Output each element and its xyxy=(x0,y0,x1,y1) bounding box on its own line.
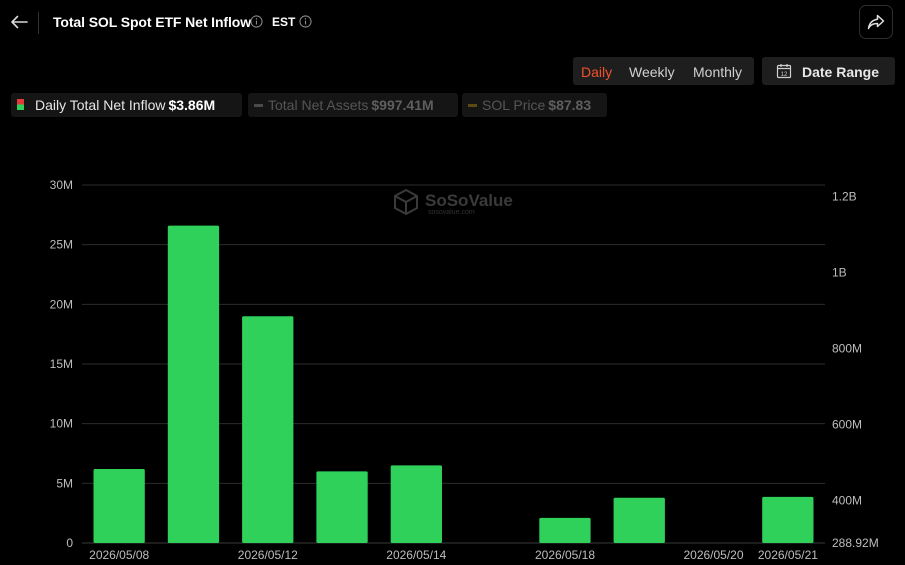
y2-tick-label: 1.2B xyxy=(832,189,857,203)
calendar-icon: 12 xyxy=(776,64,792,79)
bar-2026/05/11 xyxy=(167,225,220,543)
arrow-left-icon xyxy=(11,15,28,29)
timezone-info-icon[interactable] xyxy=(299,15,312,28)
legend-label: Daily Total Net Inflow xyxy=(35,97,166,113)
watermark-name: SoSoValue xyxy=(425,191,513,210)
svg-text:12: 12 xyxy=(781,72,788,78)
date-range-label: Date Range xyxy=(802,64,880,80)
info-icon[interactable] xyxy=(250,15,263,28)
x-tick-label: 2026/05/20 xyxy=(683,548,743,562)
x-tick-label: 2026/05/21 xyxy=(758,548,818,562)
y-tick-label: 15M xyxy=(50,357,73,371)
bar-2026/05/18 xyxy=(539,517,591,543)
y-tick-label: 10M xyxy=(50,417,73,431)
y2-tick-label: 600M xyxy=(832,418,862,432)
y-tick-label: 0 xyxy=(66,536,73,550)
share-icon xyxy=(867,14,885,30)
bar-2026/05/08 xyxy=(93,469,145,543)
timezone-label: EST xyxy=(272,15,296,29)
period-daily[interactable]: Daily xyxy=(581,64,613,80)
legend-marker xyxy=(254,104,263,107)
x-tick-label: 2026/05/08 xyxy=(89,548,149,562)
legend-value: $87.83 xyxy=(548,97,592,113)
y-tick-label: 20M xyxy=(50,297,73,311)
bar-2026/05/12 xyxy=(242,316,294,543)
y-tick-label: 30M xyxy=(50,178,73,192)
watermark-sub: sosovalue.com xyxy=(428,209,475,216)
header: Total SOL Spot ETF Net Inflow EST xyxy=(0,0,905,46)
legend-daily-net-inflow[interactable]: Daily Total Net Inflow $3.86M xyxy=(11,93,242,117)
y2-tick-label: 1B xyxy=(832,265,847,279)
bar-2026/05/19 xyxy=(613,497,665,543)
x-tick-label: 2026/05/18 xyxy=(535,548,595,562)
y-tick-label: 25M xyxy=(50,238,73,252)
period-monthly[interactable]: Monthly xyxy=(693,64,743,80)
bar-2026/05/14 xyxy=(390,465,442,543)
y2-tick-label: 400M xyxy=(832,494,862,508)
bar-2026/05/13 xyxy=(316,471,368,543)
share-button[interactable] xyxy=(859,5,893,39)
legend-label: Total Net Assets xyxy=(268,97,369,113)
legend-total-net-assets[interactable]: Total Net Assets $997.41M xyxy=(248,93,458,117)
x-tick-label: 2026/05/14 xyxy=(386,548,446,562)
legend-label: SOL Price xyxy=(482,97,546,113)
date-range-button[interactable]: 12 Date Range xyxy=(762,57,895,85)
back-button[interactable] xyxy=(9,10,29,34)
x-tick-label: 2026/05/12 xyxy=(238,548,298,562)
y-tick-label: 5M xyxy=(56,476,73,490)
period-selector: Daily Weekly Monthly xyxy=(573,57,754,85)
y2-tick-label: 288.92M xyxy=(832,536,879,550)
legend-marker xyxy=(17,99,24,110)
legend-marker xyxy=(468,104,477,107)
divider xyxy=(38,12,39,34)
legend-value: $3.86M xyxy=(168,97,216,113)
bar-2026/05/21 xyxy=(762,496,814,543)
legend-sol-price[interactable]: SOL Price $87.83 xyxy=(462,93,607,117)
period-weekly[interactable]: Weekly xyxy=(629,64,675,80)
watermark: SoSoValue sosovalue.com xyxy=(394,188,513,216)
y2-tick-label: 800M xyxy=(832,342,862,356)
legend-value: $997.41M xyxy=(371,97,434,113)
page-title: Total SOL Spot ETF Net Inflow xyxy=(53,14,252,30)
